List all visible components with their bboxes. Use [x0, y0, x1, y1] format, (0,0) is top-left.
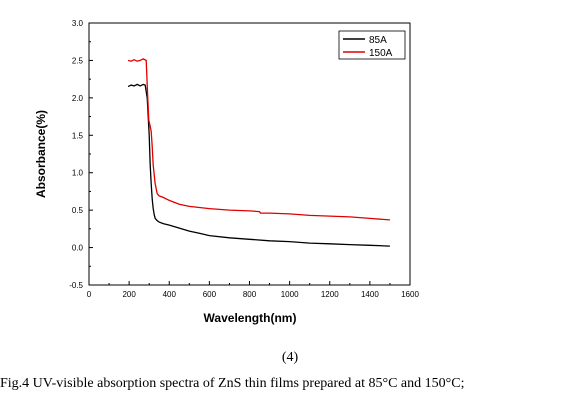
x-tick-label: 1200 — [321, 290, 339, 299]
figure-caption: Fig.4 UV-visible absorption spectra of Z… — [0, 376, 465, 391]
plot-frame — [88, 22, 411, 286]
x-tick-label: 1600 — [401, 290, 419, 299]
y-axis-ticks: -0.5 0.0 0.5 1.0 1.5 2.0 2.5 3.0 — [69, 19, 93, 290]
y-tick-label: 1.5 — [72, 131, 84, 140]
y-tick-label: 0.0 — [72, 244, 84, 253]
y-axis-title: Absorbance(%) — [34, 110, 48, 198]
y-tick-label: 1.0 — [72, 169, 84, 178]
legend: 85A 150A — [338, 30, 406, 60]
y-tick-label: 3.0 — [72, 19, 84, 28]
y-tick-label: 2.5 — [72, 56, 84, 65]
series-line-150a — [127, 58, 390, 221]
x-axis-title: Wavelength(nm) — [204, 311, 297, 325]
x-tick-label: 600 — [203, 290, 217, 299]
absorbance-chart: 0 200 400 600 800 1000 1200 1400 1600 -0.5 0.0 0.5… — [34, 19, 419, 325]
x-tick-label: 800 — [243, 290, 257, 299]
x-tick-label: 400 — [163, 290, 177, 299]
x-tick-label: 200 — [122, 290, 136, 299]
x-tick-label: 1000 — [281, 290, 299, 299]
x-tick-label: 1400 — [361, 290, 379, 299]
y-tick-label: 0.5 — [72, 206, 84, 215]
panel-label: (4) — [281, 350, 299, 365]
x-axis-ticks: 0 200 400 600 800 1000 1200 1400 1600 — [87, 281, 419, 299]
series-lines — [127, 58, 390, 247]
y-tick-label: 2.0 — [72, 94, 84, 103]
legend-label-85a: 85A — [369, 35, 387, 46]
series-line-85a — [127, 83, 390, 247]
x-tick-label: 0 — [87, 290, 92, 299]
legend-label-150a: 150A — [369, 48, 393, 59]
y-tick-label: -0.5 — [69, 281, 83, 290]
legend-box — [338, 30, 406, 60]
